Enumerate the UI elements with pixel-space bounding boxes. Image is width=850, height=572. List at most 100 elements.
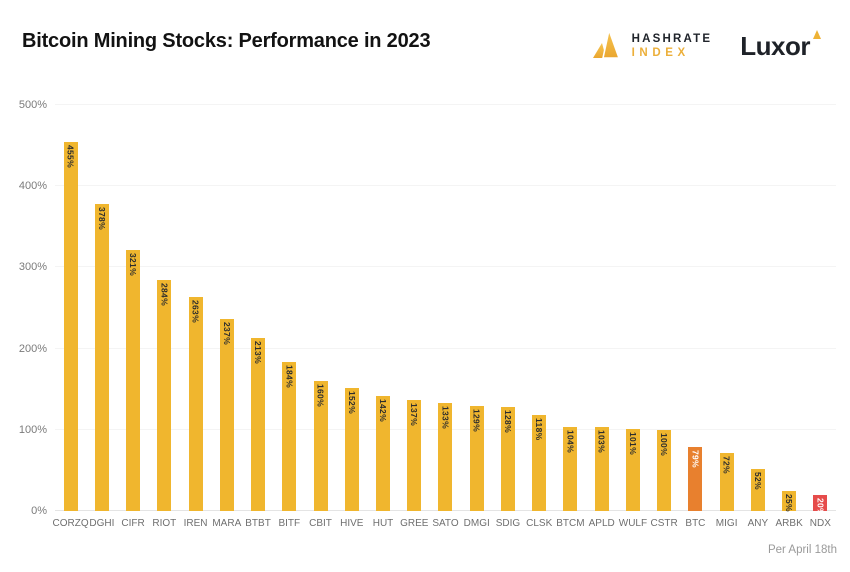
bar-value-label: 103% [596,430,607,454]
bar-column: 103% APLD [586,105,617,529]
bar-ticker-label: HUT [372,518,394,529]
bar-ticker-label: MARA [212,518,242,529]
bar-ticker-label: IREN [183,518,208,529]
y-tick-label: 400% [18,180,47,193]
bar-column: 378% DGHI [86,105,117,529]
bar-dghi: 378% [94,204,109,511]
bar-value-label: 137% [409,402,420,426]
bar-ticker-label: BTBT [245,518,271,529]
hashrate-index-logo: HASHRATE INDEX [592,26,713,66]
bar-column: 128% SDIG [492,105,523,529]
bar-value-label: 378% [96,207,107,231]
bar-iren: 263% [188,297,203,511]
bar-clsk: 118% [532,415,547,511]
bar-ticker-label: CLSK [526,518,553,529]
bar-column: 213% BTBT [242,105,273,529]
bar-column: 25% ARBK [774,105,805,529]
bar-migi: 72% [719,452,734,511]
bar-ticker-label: ANY [747,518,769,529]
bar-value-label: 213% [253,341,264,364]
bar-ticker-label: MIGI [715,518,738,529]
bar-column: 237% MARA [211,105,242,529]
gridline [55,266,836,268]
bar-value-label: 129% [471,409,482,433]
bar-value-label: 72% [721,455,732,474]
bar-btbt: 213% [251,338,266,511]
bar-ticker-label: HIVE [340,518,364,529]
footnote: Per April 18th [767,544,837,556]
bar-value-label: 25% [784,493,795,512]
logo-group: HASHRATE INDEX Luxor [592,26,822,66]
bar-sdig: 128% [500,407,515,511]
bar-value-label: 184% [284,364,295,388]
y-tick-label: 100% [18,423,47,436]
bar-value-label: 263% [190,300,201,324]
page-title: Bitcoin Mining Stocks: Performance in 20… [22,30,431,52]
luxor-logo: Luxor [740,30,822,61]
bar-wulf: 101% [625,429,640,511]
bar-ticker-label: BTC [685,518,706,529]
bar-btc: 79% [688,446,703,511]
bar-riot: 284% [157,280,172,511]
bar-column: 72% MIGI [711,105,742,529]
bar-ticker-label: WULF [618,518,648,529]
bar-value-label: 52% [752,471,763,490]
bar-value-label: 284% [159,283,170,307]
luxor-logo-text: Luxor [740,31,810,61]
luxor-triangle-icon [812,27,822,45]
bar-hut: 142% [376,395,390,511]
bar-value-label: 455% [65,144,76,168]
bar-column: 137% GREE [399,105,430,529]
bar-column: 101% WULF [617,105,648,529]
y-tick-label: 200% [18,342,47,355]
bar-value-label: 100% [659,432,670,456]
bar-any: 52% [750,468,765,511]
bar-cbit: 160% [313,381,328,511]
bar-ndx: 20% [813,494,828,516]
y-tick-label: 500% [18,99,47,111]
hashrate-logo-text: HASHRATE INDEX [632,32,713,60]
bar-value-label: 237% [221,321,232,345]
bar-mara: 237% [219,318,234,511]
bar-column: 455% CORZQ [53,105,89,529]
bar-ticker-label: RIOT [152,518,177,529]
bar-column: 129% DMGI [461,105,492,529]
y-tick-label: 300% [18,261,47,274]
bar-column: 118% CLSK [524,105,555,529]
bar-column: 104% BTCM [555,105,586,529]
bar-ticker-label: GREE [400,518,429,529]
bar-hive: 152% [344,387,359,511]
bar-corzq: 455% [63,141,78,511]
bar-column: 160% CBIT [305,105,336,529]
bar-ticker-label: ARBK [775,518,803,529]
bar-value-label: 142% [378,398,388,422]
y-tick-label: 0% [31,505,47,517]
gridline [55,185,836,187]
bar-column: 133% SATO [430,105,461,529]
bar-ticker-label: SATO [432,518,459,529]
bar-column: 321% CIFR [117,105,148,529]
gridline [55,347,836,349]
bar-column: 52% ANY [742,105,773,529]
bar-ticker-label: CIFR [121,518,145,529]
index-word: INDEX [631,47,690,59]
bar-column: 100% CSTR [649,105,680,529]
bar-ticker-label: SDIG [495,518,521,529]
bar-column: 284% RIOT [149,105,180,529]
bar-column: 20% NDX [805,105,836,529]
bar-ticker-label: CBIT [309,518,332,529]
bar-cifr: 321% [126,250,141,511]
bar-bitf: 184% [282,361,297,511]
hashrate-triangles-icon [592,26,623,66]
bar-ticker-label: CORZQ [52,518,89,529]
bar-ticker-label: BTCM [556,518,585,529]
gridline [55,104,836,105]
bar-column: 142% HUT [367,105,398,529]
bar-value-label: 104% [565,429,576,453]
bar-value-label: 118% [534,418,545,441]
bar-arbk: 25% [782,490,797,512]
bar-value-label: 20% [815,497,826,516]
bar-ticker-label: DMGI [463,518,490,529]
